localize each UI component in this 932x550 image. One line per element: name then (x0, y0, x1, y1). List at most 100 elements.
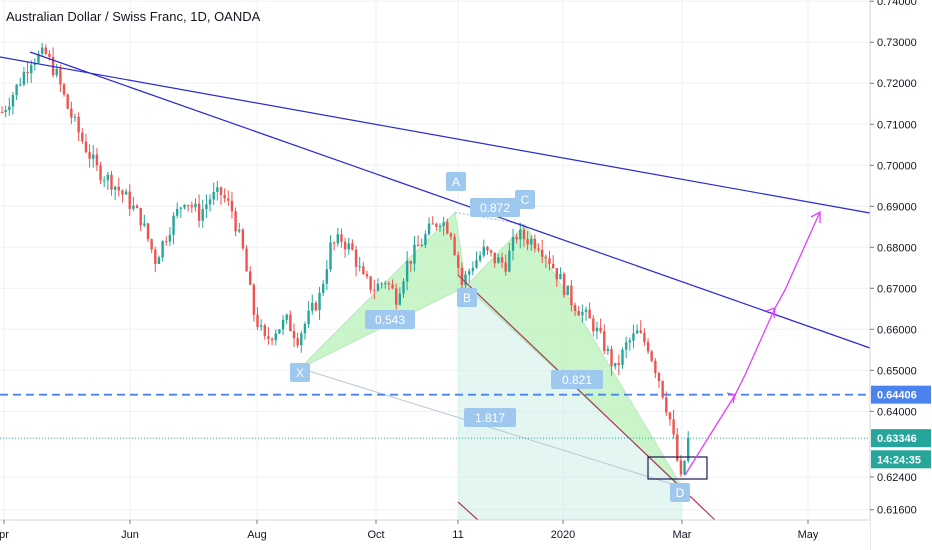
projection-zone (458, 273, 682, 520)
pattern-point-b: B (457, 288, 477, 307)
candle-body (373, 289, 376, 291)
candle-body (486, 246, 489, 251)
price-tick-label: 0.71000 (877, 119, 917, 131)
candle-body (322, 283, 325, 293)
ratio-badge-bg (365, 310, 415, 329)
candle-body (230, 200, 234, 212)
candle-body (15, 84, 18, 95)
candle-body (395, 288, 398, 305)
candle-body (362, 266, 365, 275)
xd-leg (299, 367, 683, 488)
candle-body (4, 110, 7, 113)
price-tick-label: 0.73000 (877, 37, 917, 49)
time-tick-label: Oct (367, 529, 384, 541)
price-tick-label: 0.64000 (877, 406, 917, 418)
candle-body (132, 205, 135, 209)
candle-body (274, 333, 277, 341)
candle-body (135, 205, 139, 209)
price-tag-label: 14:24:35 (877, 454, 921, 466)
candle-body (165, 241, 168, 243)
ratio-label: 1.817 (475, 411, 505, 425)
candle-body (471, 267, 475, 272)
price-axis[interactable]: 0.74000 0.73000 0.72000 0.71000 0.70000 0.690… (869, 0, 932, 550)
candle-body (172, 215, 175, 235)
candle-body (508, 250, 511, 272)
candle-body (530, 238, 533, 245)
candle-body (234, 211, 237, 232)
projection-path (684, 211, 821, 476)
candle-body (405, 260, 409, 282)
candle-body (683, 460, 686, 475)
candle-body (48, 53, 51, 57)
candle-body (562, 274, 566, 295)
pattern-point-badge (457, 288, 477, 307)
candle-body (500, 257, 504, 263)
pattern-point-label: A (452, 175, 460, 189)
candle-body (347, 243, 350, 250)
price-tick-label: 0.61600 (877, 505, 917, 517)
candle-body (679, 460, 683, 475)
price-tick-label: 0.68000 (877, 242, 917, 254)
candle-body (522, 229, 526, 240)
candle-body (387, 283, 391, 285)
candle-body (446, 222, 449, 234)
time-tick-label: 2020 (551, 529, 575, 541)
candle-body (259, 325, 263, 327)
candle-body (614, 362, 617, 367)
candle-body (285, 314, 288, 320)
candle-body (121, 190, 124, 195)
candle-body (478, 255, 482, 261)
candle-body (8, 106, 11, 111)
price-tick-label: 0.62400 (877, 472, 917, 484)
candle-body (150, 239, 153, 250)
time-axis-bg (0, 520, 870, 550)
candle-body (592, 318, 595, 332)
candle-body (22, 72, 26, 85)
time-tick-label: 11 (452, 529, 463, 541)
candle-body (351, 243, 354, 250)
candle-body (431, 223, 434, 225)
candle-body (154, 249, 157, 265)
candle-body (110, 174, 113, 190)
candle-body (92, 154, 95, 159)
candle-body (541, 249, 544, 257)
candle-body (99, 165, 102, 181)
candle-body (161, 241, 164, 258)
candle-body (551, 263, 555, 269)
candle-body (70, 108, 73, 118)
candle-body (208, 199, 212, 205)
candle-body (95, 154, 99, 166)
candle-body (106, 174, 110, 181)
candle-body (354, 249, 358, 267)
candle-body (555, 268, 558, 280)
candle-body (241, 229, 245, 249)
candle-body (416, 244, 420, 247)
candle-body (617, 362, 621, 366)
candle-body (11, 94, 15, 107)
candle-body (424, 234, 427, 245)
candle-body (566, 285, 569, 295)
candle-body (570, 285, 573, 306)
candle-body (205, 204, 208, 210)
candle-body (665, 397, 668, 413)
candle-body (676, 434, 679, 461)
candle-body (343, 241, 347, 250)
candle-body (245, 248, 248, 272)
candle-body (435, 223, 438, 227)
candle-body (314, 302, 318, 311)
candle-body (599, 327, 602, 332)
candle-body (504, 262, 507, 272)
candle-body (77, 116, 80, 133)
candle-body (219, 187, 223, 195)
candle-body (595, 327, 599, 332)
price-tick-label: 0.66000 (877, 324, 917, 336)
time-axis[interactable]: pr Jun Aug Oct 11 2020 Mar May (0, 519, 870, 550)
candle-body (661, 381, 664, 398)
candle-body (628, 340, 631, 343)
candle-body (559, 274, 562, 280)
price-tag-bg (871, 450, 931, 469)
price-tick-label: 0.72000 (877, 78, 917, 90)
candle-body (639, 330, 642, 333)
ratio-badge: 0.821 (551, 370, 603, 389)
